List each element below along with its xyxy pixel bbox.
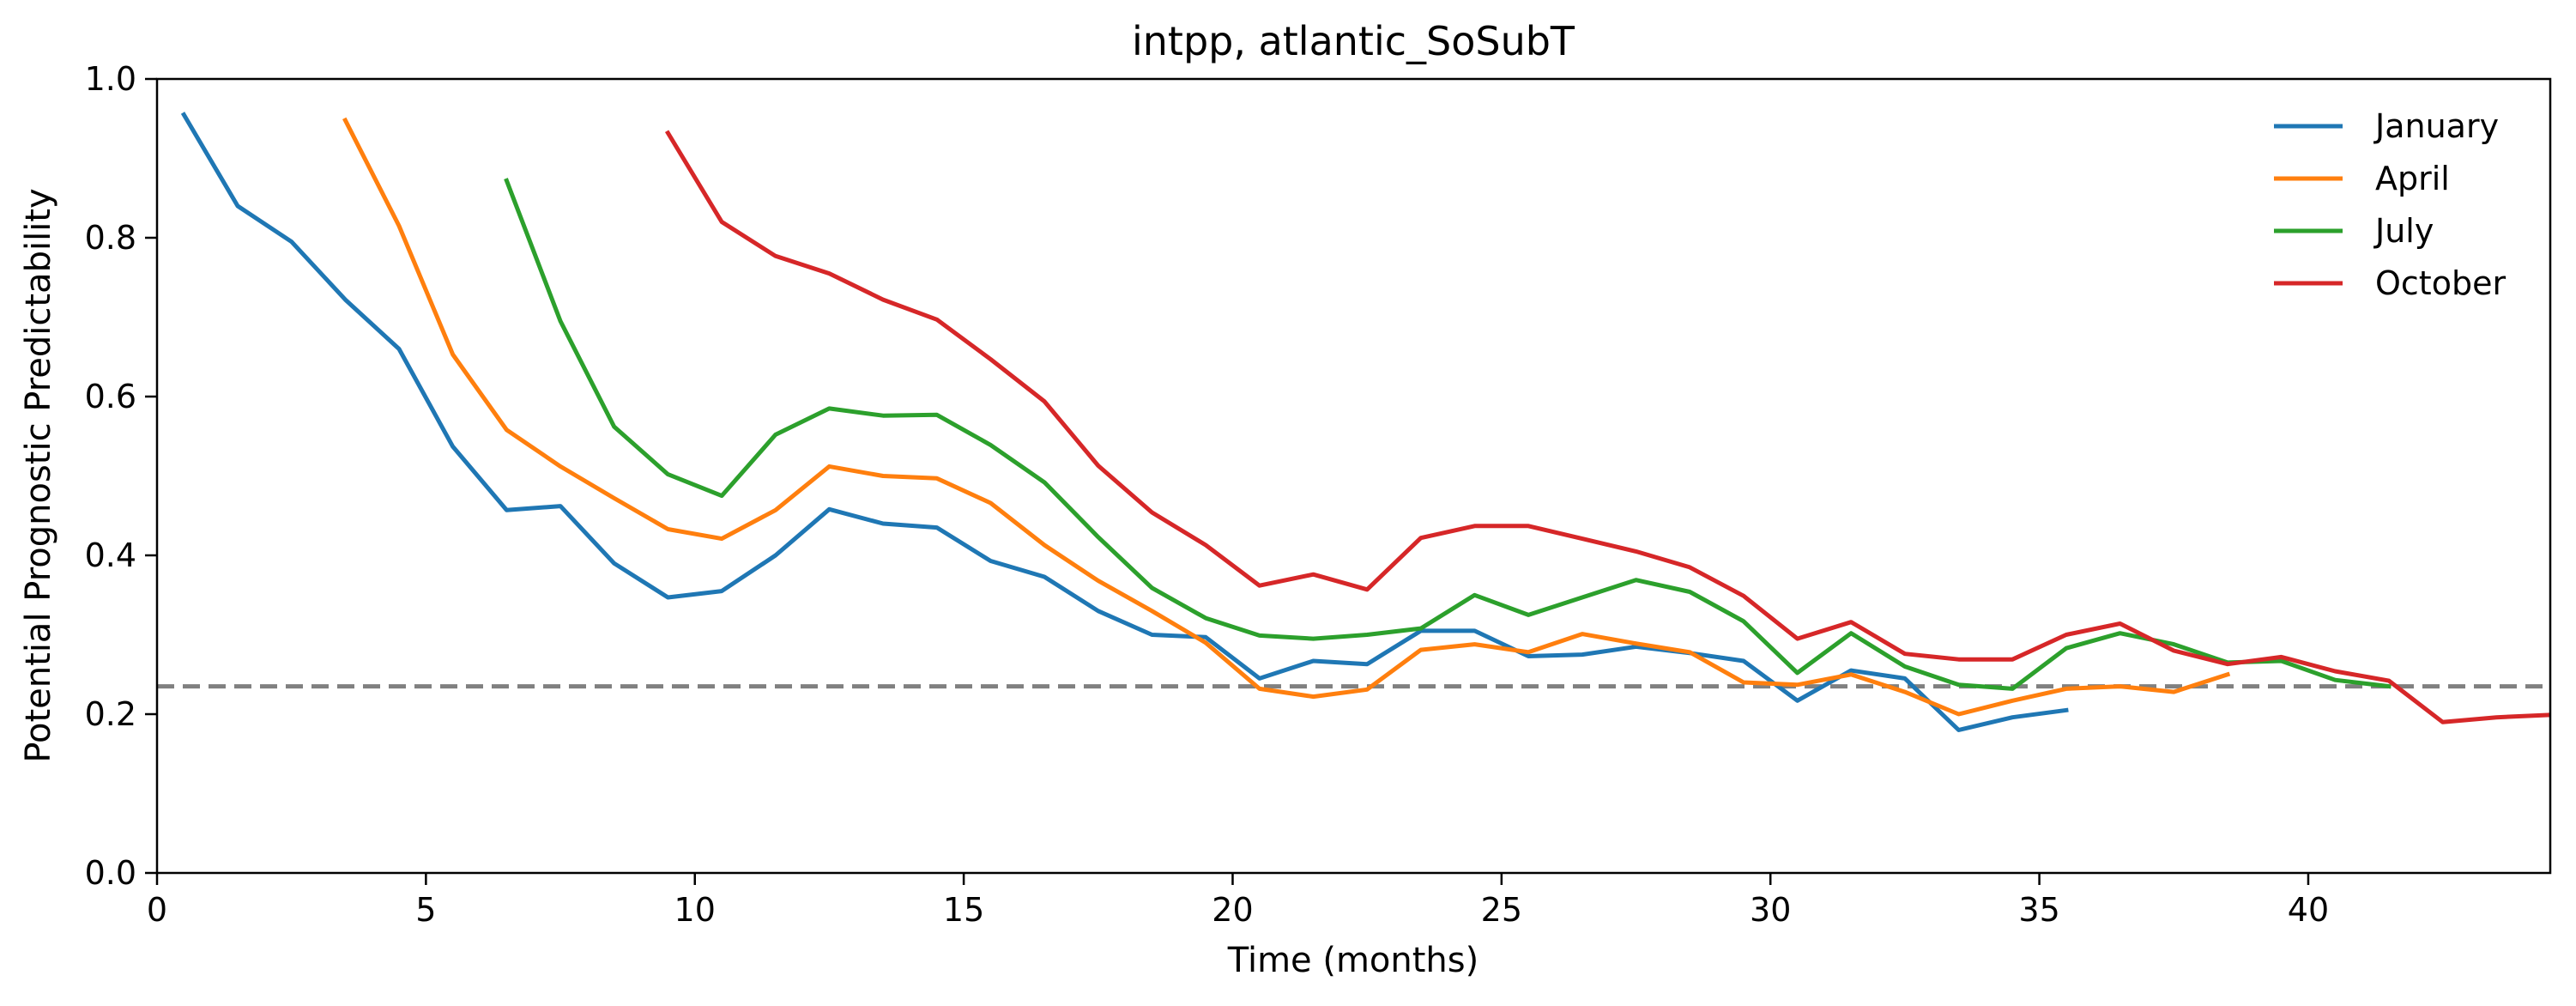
y-tick-label: 0.2 bbox=[85, 695, 136, 733]
series-layer bbox=[180, 112, 2550, 732]
plot-frame bbox=[155, 77, 2552, 875]
legend: January April July October bbox=[2274, 107, 2506, 302]
chart-title: intpp, atlantic_SoSubT bbox=[1132, 18, 1575, 64]
legend-label: January bbox=[2373, 107, 2499, 145]
x-tick-label: 5 bbox=[415, 891, 436, 929]
series-line-october bbox=[664, 130, 2550, 724]
y-tick-label: 1.0 bbox=[85, 60, 136, 98]
x-tick-label: 0 bbox=[147, 891, 167, 929]
y-tick-label: 0.4 bbox=[85, 536, 136, 574]
y-axis-label: Potential Prognostic Predictability bbox=[19, 188, 58, 762]
x-tick-label: 20 bbox=[1212, 891, 1253, 929]
y-tick-label: 0.0 bbox=[85, 854, 136, 892]
x-tick-label: 10 bbox=[674, 891, 716, 929]
x-tick-label: 25 bbox=[1481, 891, 1522, 929]
series-line-july bbox=[504, 178, 2392, 691]
x-tick-label: 40 bbox=[2288, 891, 2329, 929]
x-tick-label: 35 bbox=[2018, 891, 2059, 929]
legend-label: April bbox=[2375, 160, 2450, 197]
x-tick-label: 30 bbox=[1750, 891, 1791, 929]
legend-label: July bbox=[2373, 212, 2434, 250]
series-line-january bbox=[180, 112, 2069, 732]
y-tick-label: 0.8 bbox=[85, 219, 136, 257]
series-line-april bbox=[342, 117, 2231, 717]
legend-label: October bbox=[2375, 264, 2506, 302]
x-tick-label: 15 bbox=[943, 891, 984, 929]
y-tick-label: 0.6 bbox=[85, 378, 136, 415]
x-axis: 0 5 10 15 20 25 30 35 40 bbox=[147, 873, 2329, 929]
y-axis: 0.0 0.2 0.4 0.6 0.8 1.0 bbox=[85, 60, 157, 892]
x-axis-label: Time (months) bbox=[1227, 941, 1478, 980]
